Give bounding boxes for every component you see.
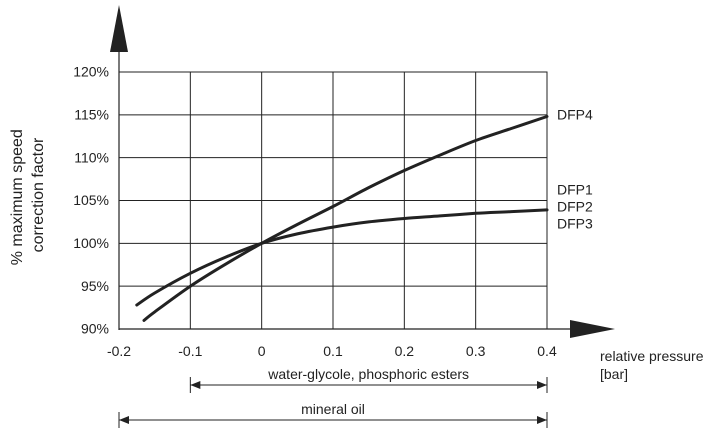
- y-axis-title: % maximum speed correction factor: [9, 125, 47, 266]
- y-tick-label: 95%: [81, 278, 109, 294]
- y-axis-arrowhead: [110, 5, 128, 52]
- y-axis-title-line-2: correction factor: [30, 137, 47, 252]
- series-line-dfp4: [142, 115, 549, 322]
- range-start-arrowhead: [190, 381, 201, 389]
- x-tick-label: 0.1: [323, 343, 343, 359]
- x-tick-label: 0.4: [537, 343, 557, 359]
- y-tick-label: 115%: [74, 107, 109, 123]
- range-label: water-glycole, phosphoric esters: [267, 366, 469, 382]
- series-curves: [135, 115, 549, 322]
- range-end-arrowhead: [537, 381, 547, 389]
- y-tick-label: 110%: [74, 149, 109, 165]
- series-line-dfp1-dfp2-dfp3: [135, 208, 549, 307]
- range-label: mineral oil: [301, 401, 365, 417]
- y-tick-label: 105%: [73, 192, 109, 208]
- fluid-range-indicators: water-glycole, phosphoric esters mineral …: [118, 366, 548, 428]
- series-label-dfp3: DFP3: [557, 216, 593, 232]
- y-axis-title-line-1: % maximum speed: [9, 129, 26, 265]
- range-start-arrowhead: [119, 416, 129, 424]
- series-label-dfp1: DFP1: [557, 182, 593, 198]
- tick-labels: -0.2 -0.1 0 0.1 0.2 0.3 0.4 90% 95% 100% 105% 110% 1…: [73, 64, 557, 359]
- series-label-dfp2: DFP2: [557, 199, 593, 215]
- x-axis-title-line-2: [bar]: [600, 366, 628, 382]
- x-tick-label: -0.2: [107, 343, 131, 359]
- x-tick-label: 0: [258, 343, 266, 359]
- y-tick-label: 100%: [73, 235, 109, 251]
- x-axis-title: relative pressure [bar]: [600, 348, 707, 382]
- x-tick-label: -0.1: [178, 343, 202, 359]
- y-tick-label: 120%: [73, 64, 109, 80]
- x-tick-label: 0.2: [395, 343, 415, 359]
- x-axis-title-line-1: relative pressure: [600, 348, 704, 364]
- x-axis-arrowhead: [570, 320, 615, 338]
- range-end-arrowhead: [537, 416, 547, 424]
- x-tick-label: 0.3: [466, 343, 486, 359]
- y-tick-label: 90%: [81, 321, 109, 337]
- series-label-dfp4: DFP4: [557, 107, 593, 123]
